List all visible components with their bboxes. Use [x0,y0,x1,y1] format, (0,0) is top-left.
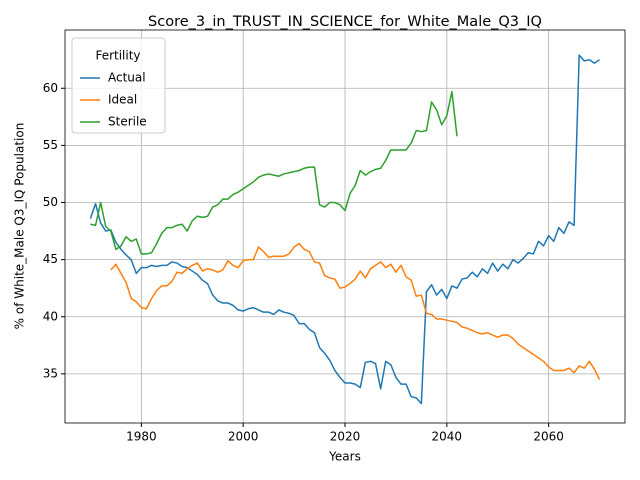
x-tick-label: 2040 [432,430,463,444]
series-line [89,54,600,405]
series-line [110,242,601,380]
legend-box [71,37,166,134]
x-tick-label: 1980 [126,430,157,444]
legend-label: Actual [108,71,146,85]
y-tick-label: 60 [43,81,58,95]
plot-frame [64,29,626,424]
legend-label: Sterile [108,115,147,129]
x-tick-label: 2020 [330,430,361,444]
y-axis-label: % of White_Male Q3_IQ Population [13,123,27,330]
y-tick-label: 45 [43,252,58,266]
legend-title: Fertility [95,49,140,63]
y-tick-label: 35 [43,366,58,380]
x-tick-label: 2000 [228,430,259,444]
legend-label: Ideal [108,93,137,107]
series-line [90,90,458,255]
y-tick-label: 40 [43,309,58,323]
y-tick-label: 50 [43,195,58,209]
x-tick-label: 2060 [533,430,564,444]
x-axis-label: Years [328,450,361,464]
y-tick-label: 55 [43,138,58,152]
chart-title: Score_3_in_TRUST_IN_SCIENCE_for_White_Ma… [148,14,542,30]
